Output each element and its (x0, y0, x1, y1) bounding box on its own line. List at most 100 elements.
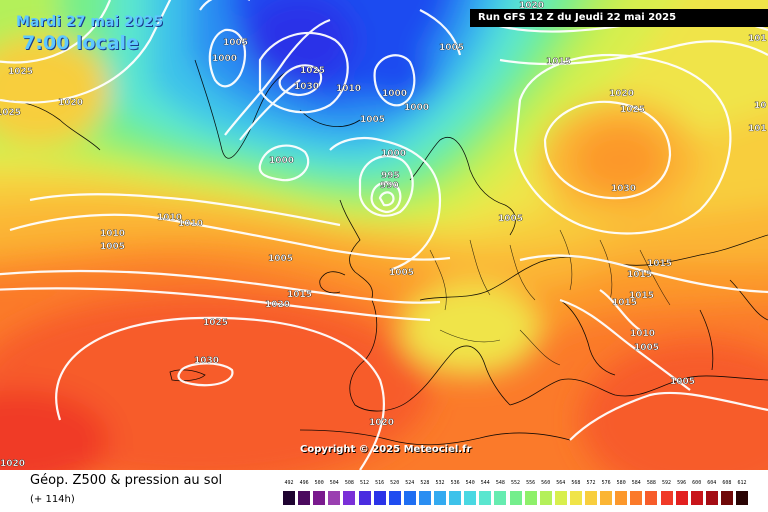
isobar-label: 101 (748, 34, 767, 44)
scale-swatch (539, 491, 552, 505)
scale-tick-label: 536 (450, 480, 460, 486)
forecast-time: 7:00 locale (22, 32, 139, 54)
isobar-label: 1000 (404, 103, 429, 113)
scale-tick-label: 504 (329, 480, 339, 486)
scale-tick-label: 572 (586, 480, 596, 486)
isobar-label: 1005 (634, 343, 659, 353)
isobar-label: 1005 (498, 214, 523, 224)
scale-tick-label: 496 (299, 480, 309, 486)
scale-tick-label: 612 (737, 480, 747, 486)
scale-swatch (373, 491, 386, 505)
isobar-label: 1000 (382, 89, 407, 99)
isobar-label: 1015 (629, 291, 654, 301)
isobar-label: 1020 (519, 1, 544, 11)
isobar-label: 1025 (300, 66, 325, 76)
isobar-label: 1000 (269, 156, 294, 166)
scale-swatch (479, 491, 492, 505)
isobar-label: 1025 (0, 108, 21, 118)
scale-tick-label: 500 (314, 480, 324, 486)
isobar-label: 1000 (381, 149, 406, 159)
scale-swatch (675, 491, 688, 505)
scale-swatch (328, 491, 341, 505)
model-run-label: Run GFS 12 Z du Jeudi 22 mai 2025 (478, 12, 677, 23)
scale-swatch (388, 491, 401, 505)
isobar-label: 1005 (268, 254, 293, 264)
scale-swatch (509, 491, 522, 505)
isobar-label: 1030 (294, 82, 319, 92)
scale-tick-label: 600 (692, 480, 702, 486)
isobar-label: 1030 (611, 184, 636, 194)
scale-tick-label: 556 (526, 480, 536, 486)
isobar-label: 1005 (670, 377, 695, 387)
scale-swatch (585, 491, 597, 505)
isobar-label: 1025 (8, 67, 33, 77)
scale-swatch (600, 491, 613, 505)
isobar-label: 1030 (194, 356, 219, 366)
scale-swatch (554, 491, 567, 505)
scale-swatch (343, 491, 356, 505)
scale-tick-label: 608 (722, 480, 732, 486)
scale-swatch (358, 491, 371, 505)
scale-tick-label: 528 (420, 480, 430, 486)
scale-swatch (736, 491, 748, 505)
scale-swatch (690, 491, 703, 505)
scale-tick-label: 552 (510, 480, 521, 486)
scale-swatch (630, 491, 643, 505)
scale-tick-label: 588 (646, 480, 656, 486)
scale-tick-label: 596 (677, 480, 687, 486)
scale-swatch (645, 491, 658, 505)
isobar-label: 1000 (212, 54, 237, 64)
isobar-label: 1015 (647, 259, 672, 269)
scale-tick-label: 592 (661, 480, 672, 486)
isobar-label: 1020 (0, 459, 25, 469)
model-run-banner: Run GFS 12 Z du Jeudi 22 mai 2025 (470, 9, 768, 27)
scale-swatch (660, 491, 673, 505)
scale-tick-label: 584 (631, 480, 641, 486)
map-footer: Géop. Z500 & pression au sol (+ 114h) 49… (0, 470, 768, 512)
scale-swatch (494, 491, 507, 505)
isobar-label: 10 (754, 101, 767, 111)
isobar-label: 1015 (287, 290, 312, 300)
isobar-label: 990 (380, 181, 399, 191)
scale-swatch (449, 491, 462, 505)
scale-tick-label: 560 (541, 480, 551, 486)
scale-tick-label: 492 (284, 480, 294, 486)
forecast-date: Mardi 27 mai 2025 (16, 14, 164, 30)
scale-tick-label: 508 (344, 480, 354, 486)
isobar-label: 1015 (627, 270, 652, 280)
isobar-label: 1005 (100, 242, 125, 252)
isobar-label: 1020 (369, 418, 394, 428)
scale-swatch (720, 491, 733, 505)
isobar-label: 1015 (612, 298, 637, 308)
isobar-label: 1010 (178, 219, 203, 229)
scale-tick-label: 568 (571, 480, 581, 486)
scale-swatch (403, 491, 416, 505)
scale-tick-label: 540 (465, 480, 475, 486)
isobar-label: 1025 (203, 318, 228, 328)
isobar-label: 1020 (265, 300, 290, 310)
scale-swatch (283, 491, 295, 505)
isobar-label: 1005 (389, 268, 414, 278)
scale-swatch (418, 491, 431, 505)
isobar-label: 1005 (223, 38, 248, 48)
scale-tick-label: 576 (601, 480, 611, 486)
isobar-label: 1010 (630, 329, 655, 339)
scale-tick-label: 532 (435, 480, 445, 486)
borders (429, 229, 671, 366)
isobar-label: 1010 (336, 84, 361, 94)
scale-swatch (569, 491, 582, 505)
scale-tick-label: 512 (359, 480, 370, 486)
scale-swatch (313, 491, 326, 505)
scale-swatch (434, 491, 446, 505)
isobars (0, 0, 768, 470)
isobar-label: 101 (748, 124, 767, 134)
forecast-lead-time: (+ 114h) (30, 494, 75, 505)
scale-swatch (705, 491, 718, 505)
copyright-notice: Copyright © 2025 Meteociel.fr (300, 444, 472, 455)
scale-tick-label: 524 (405, 480, 415, 486)
scale-swatch (524, 491, 537, 505)
scale-tick-label: 520 (390, 480, 400, 486)
isobar-label: 1025 (620, 105, 645, 115)
scale-tick-label: 580 (616, 480, 626, 486)
